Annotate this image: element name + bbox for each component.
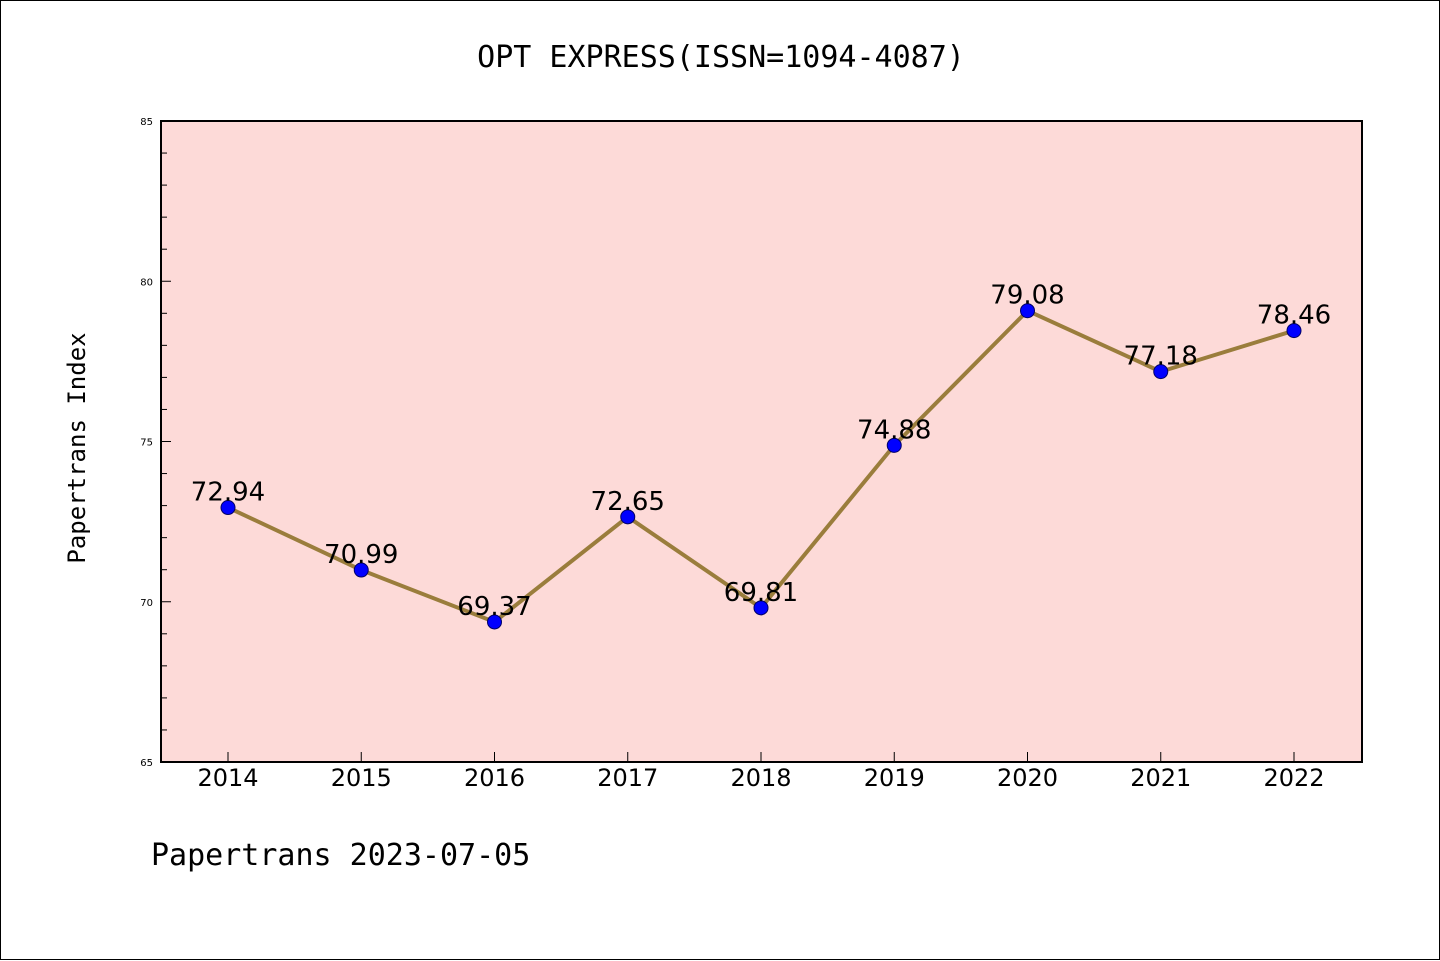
data-points [220, 303, 1302, 630]
footer-source-date: Papertrans 2023-07-05 [151, 838, 530, 873]
data-point-marker [1286, 323, 1302, 339]
data-point-marker [1153, 364, 1169, 380]
y-tick-label: 70 [140, 598, 153, 609]
data-label: 79.08 [990, 281, 1064, 311]
data-point-marker [487, 614, 502, 630]
y-axis-label: Papertrans Index [63, 332, 91, 563]
data-labels: 72.94 70.99 69.37 72.65 69.81 74.88 79.08 77.18… [191, 281, 1331, 622]
data-point-marker [353, 562, 369, 578]
chart-title: OPT EXPRESS(ISSN=1094-4087) [477, 40, 965, 75]
x-tick-label: 2022 [1263, 764, 1324, 792]
x-tick-label: 2019 [864, 764, 925, 792]
data-label: 78.46 [1257, 301, 1331, 331]
data-label: 70.99 [324, 540, 398, 570]
x-tick-label: 2018 [730, 764, 791, 792]
y-tick-label: 80 [140, 277, 153, 288]
plot-area [161, 121, 1362, 762]
x-tick-label: 2015 [331, 764, 392, 792]
data-label: 69.37 [457, 592, 531, 622]
data-point-marker [886, 437, 902, 453]
y-tick-label: 75 [140, 438, 153, 449]
data-label: 74.88 [857, 415, 931, 445]
data-label: 72.94 [191, 478, 265, 508]
x-tick-label: 2020 [997, 764, 1058, 792]
x-axis: 2014 2015 2016 2017 2018 2019 2020 2021 2022 [197, 752, 1325, 792]
data-label: 72.65 [591, 487, 665, 517]
data-point-marker [753, 600, 769, 616]
data-label: 77.18 [1124, 342, 1198, 372]
x-tick-label: 2017 [597, 764, 658, 792]
plot-frame [160, 120, 1363, 763]
x-tick-label: 2014 [197, 764, 258, 792]
x-tick-label: 2016 [464, 764, 525, 792]
y-tick-label: 85 [140, 117, 153, 128]
data-point-marker [1020, 303, 1035, 319]
x-tick-label: 2021 [1130, 764, 1191, 792]
data-label: 69.81 [724, 578, 798, 608]
data-point-marker [620, 509, 636, 525]
data-point-marker [220, 500, 236, 516]
y-tick-label: 65 [140, 758, 153, 769]
